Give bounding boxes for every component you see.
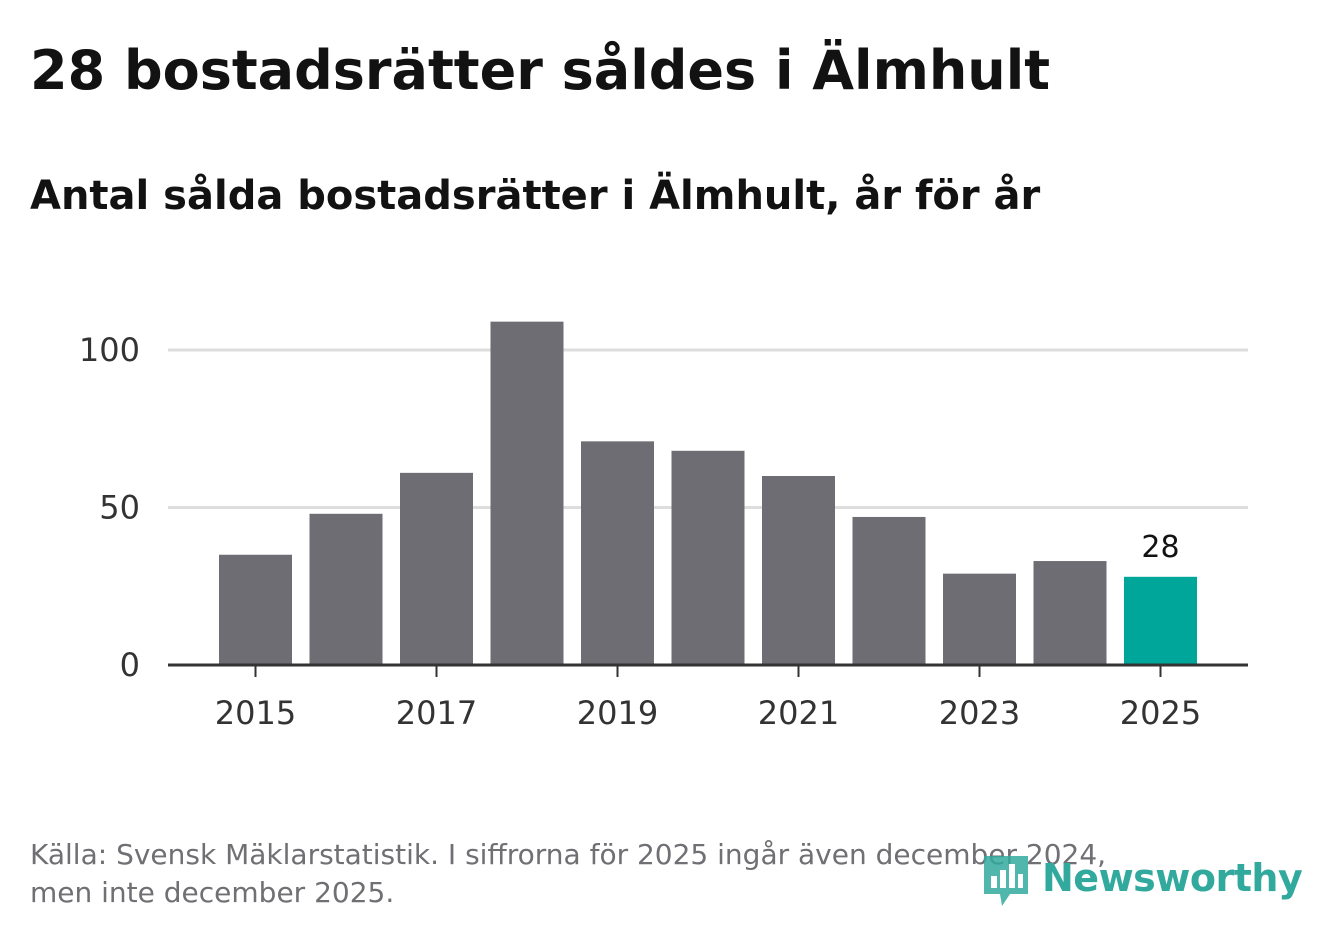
y-tick-label: 100 [79, 331, 140, 369]
source-line-2: men inte december 2025. [30, 876, 395, 909]
chart-subtitle: Antal sålda bostadsrätter i Älmhult, år … [30, 173, 1041, 219]
bar-value-label: 28 [1141, 530, 1179, 565]
newsworthy-logo-icon [984, 856, 1028, 906]
source-line-1: Källa: Svensk Mäklarstatistik. I siffror… [30, 838, 1107, 871]
axes [168, 663, 1248, 677]
bars [219, 321, 1197, 665]
chart-title: 28 bostadsrätter såldes i Älmhult [30, 39, 1051, 102]
bar-chart: 0 50 100 28 2015 2017 2019 2021 2023 2025 [79, 321, 1248, 732]
brand-name: Newsworthy [1042, 856, 1303, 900]
x-tick-label: 2021 [758, 694, 839, 732]
bar-2015 [219, 554, 292, 665]
x-tick-label: 2017 [396, 694, 477, 732]
source-note: Källa: Svensk Mäklarstatistik. I siffror… [30, 836, 1230, 912]
labels: 0 50 100 28 2015 2017 2019 2021 2023 2025 [79, 331, 1201, 732]
x-tick-label: 2015 [215, 694, 296, 732]
bar-2025 [1124, 576, 1197, 665]
bar-2024 [1033, 561, 1107, 665]
brand: Newsworthy [980, 846, 1303, 910]
bar-2017 [400, 472, 473, 665]
x-tick-label: 2025 [1120, 694, 1201, 732]
bar-2020 [671, 450, 745, 665]
bar-2021 [762, 476, 835, 665]
y-tick-label: 50 [99, 489, 140, 527]
bar-2019 [581, 441, 654, 665]
bar-2018 [490, 321, 564, 665]
x-tick-label: 2019 [577, 694, 658, 732]
x-tick-label: 2023 [939, 694, 1020, 732]
bar-2022 [852, 516, 926, 665]
bar-2016 [309, 513, 383, 665]
y-tick-label: 0 [120, 646, 140, 684]
bar-2023 [943, 573, 1016, 665]
